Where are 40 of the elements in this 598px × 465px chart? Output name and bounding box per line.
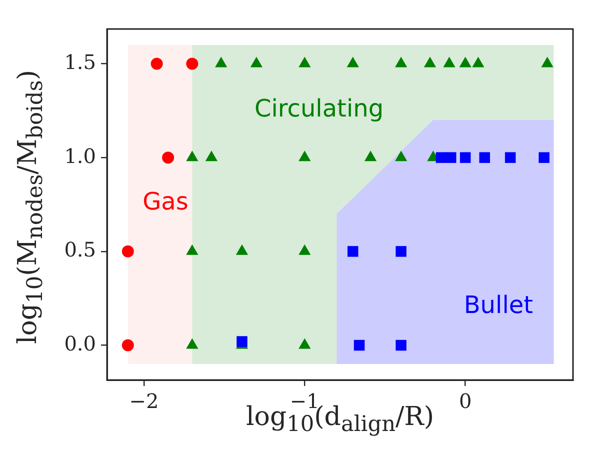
point	[122, 245, 134, 258]
point	[459, 56, 472, 68]
y-tick-label: 1.0	[64, 144, 96, 168]
point	[298, 150, 311, 162]
point	[504, 152, 516, 163]
x-tick-label: 0	[458, 389, 472, 414]
y-tick-label: 0.0	[64, 331, 96, 356]
point	[396, 340, 406, 351]
point	[460, 152, 471, 163]
point	[162, 152, 174, 164]
point	[354, 340, 365, 351]
point	[215, 56, 228, 68]
point	[346, 56, 359, 68]
point	[298, 56, 311, 68]
point	[236, 244, 248, 255]
point	[186, 150, 198, 162]
point	[122, 339, 134, 352]
point	[446, 152, 456, 163]
point	[347, 246, 358, 257]
point	[298, 244, 311, 255]
point	[395, 56, 408, 68]
point	[436, 152, 447, 163]
text: Bullet	[464, 290, 534, 319]
series-label: Circulating	[254, 94, 384, 122]
point	[250, 56, 263, 68]
y-tick-label: 0.5	[64, 238, 96, 262]
point	[364, 150, 377, 162]
point	[541, 56, 554, 68]
series-label: Gas	[142, 187, 188, 216]
point	[186, 244, 198, 255]
y-tick-label: 1.5	[64, 50, 96, 74]
point	[443, 56, 456, 68]
point	[472, 56, 484, 68]
point	[205, 150, 218, 162]
point	[538, 152, 550, 163]
point	[479, 152, 490, 163]
point	[396, 246, 406, 257]
point	[424, 56, 436, 68]
point	[395, 150, 408, 162]
x-tick-label: −2	[129, 389, 159, 414]
